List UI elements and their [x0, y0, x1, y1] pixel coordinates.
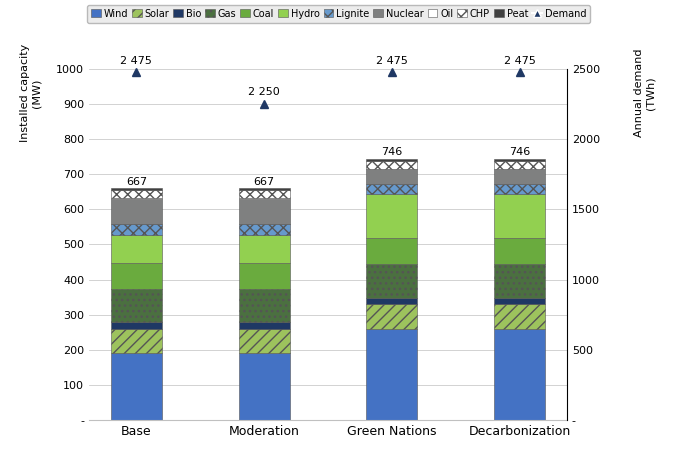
Bar	[111, 188, 162, 190]
Text: 2 475: 2 475	[121, 56, 152, 66]
Bar	[238, 263, 290, 289]
Bar	[366, 304, 418, 329]
Bar	[494, 161, 545, 169]
Bar	[494, 159, 545, 161]
Bar	[111, 235, 162, 263]
Bar	[366, 238, 418, 265]
Bar	[494, 265, 545, 298]
Text: 2 250: 2 250	[248, 87, 280, 97]
Bar	[238, 235, 290, 263]
Text: 667: 667	[126, 177, 147, 187]
Bar	[238, 289, 290, 323]
Bar	[366, 298, 418, 304]
Bar	[238, 199, 290, 224]
Bar	[111, 199, 162, 224]
Bar	[111, 353, 162, 420]
Bar	[366, 194, 418, 238]
Bar	[111, 329, 162, 353]
Bar	[238, 353, 290, 420]
Bar	[494, 183, 545, 194]
Bar	[366, 159, 418, 161]
Text: 2 475: 2 475	[376, 56, 408, 66]
Bar	[366, 183, 418, 194]
Bar	[111, 323, 162, 329]
Bar	[111, 263, 162, 289]
Bar	[366, 161, 418, 169]
Text: 2 475: 2 475	[504, 56, 536, 66]
Bar	[238, 188, 290, 190]
Bar	[238, 224, 290, 235]
Legend: Wind, Solar, Bio, Gas, Coal, Hydro, Lignite, Nuclear, Oil, CHP, Peat, Demand: Wind, Solar, Bio, Gas, Coal, Hydro, Lign…	[87, 5, 590, 23]
Bar	[366, 329, 418, 420]
Bar	[111, 289, 162, 323]
Bar	[238, 329, 290, 353]
Text: 746: 746	[509, 147, 530, 157]
Text: 746: 746	[381, 147, 403, 157]
Bar	[494, 329, 545, 420]
Text: 667: 667	[254, 177, 275, 187]
Bar	[111, 190, 162, 198]
Y-axis label: Installed capacity
(MW): Installed capacity (MW)	[20, 44, 41, 142]
Bar	[111, 198, 162, 199]
Bar	[111, 224, 162, 235]
Bar	[238, 198, 290, 199]
Bar	[238, 323, 290, 329]
Bar	[494, 194, 545, 238]
Y-axis label: Annual demand
(TWh): Annual demand (TWh)	[634, 49, 655, 137]
Bar	[238, 190, 290, 198]
Bar	[366, 169, 418, 183]
Bar	[494, 304, 545, 329]
Bar	[366, 265, 418, 298]
Bar	[494, 238, 545, 265]
Bar	[494, 169, 545, 183]
Bar	[494, 298, 545, 304]
